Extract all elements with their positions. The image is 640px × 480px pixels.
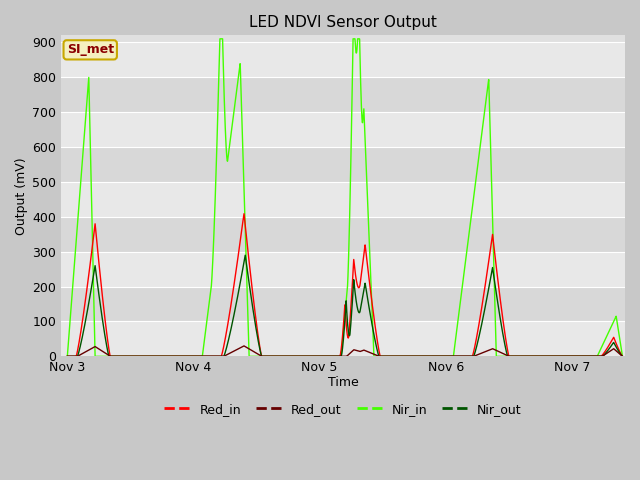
Title: LED NDVI Sensor Output: LED NDVI Sensor Output <box>249 15 437 30</box>
Legend: Red_in, Red_out, Nir_in, Nir_out: Red_in, Red_out, Nir_in, Nir_out <box>159 398 527 420</box>
Bar <box>61 322 625 356</box>
Bar <box>61 77 625 112</box>
Y-axis label: Output (mV): Output (mV) <box>15 157 28 235</box>
Bar <box>61 112 625 147</box>
X-axis label: Time: Time <box>328 375 358 389</box>
Bar <box>61 182 625 217</box>
Bar <box>61 252 625 287</box>
Bar <box>61 217 625 252</box>
Bar <box>61 287 625 322</box>
Bar <box>61 42 625 77</box>
Text: SI_met: SI_met <box>67 43 114 56</box>
Bar <box>61 147 625 182</box>
